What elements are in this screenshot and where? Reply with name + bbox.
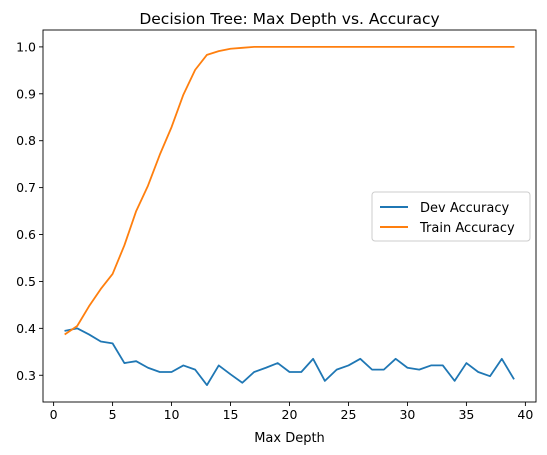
y-tick-label: 0.9 <box>16 86 36 101</box>
x-tick-label: 25 <box>341 407 357 422</box>
x-axis-label: Max Depth <box>254 431 325 446</box>
axis-ticks: 0 5 10 15 20 25 30 35 40 0.3 0.4 0.5 0.6 0.7 0.8 0.9 1.0 <box>16 39 533 422</box>
x-tick-label: 35 <box>458 407 474 422</box>
x-tick-label: 10 <box>164 407 180 422</box>
x-tick-label: 40 <box>517 407 533 422</box>
y-tick-label: 0.7 <box>16 180 36 195</box>
y-tick-label: 0.5 <box>16 274 36 289</box>
train-accuracy-line <box>64 45 515 336</box>
x-tick-label: 15 <box>223 407 239 422</box>
legend-box <box>371 191 531 242</box>
legend-label-train: Train Accuracy <box>419 221 515 236</box>
x-tick-label: 30 <box>399 407 415 422</box>
plot-frame <box>42 29 537 403</box>
legend-label-dev: Dev Accuracy <box>420 201 509 216</box>
y-tick-label: 1.0 <box>16 39 36 54</box>
x-tick-label: 20 <box>282 407 298 422</box>
series-lines <box>64 45 515 387</box>
chart-title: Decision Tree: Max Depth vs. Accuracy <box>139 10 439 28</box>
legend: Dev Accuracy Train Accuracy <box>371 191 531 242</box>
y-tick-label: 0.6 <box>16 227 36 242</box>
x-tick-label: 0 <box>50 407 58 422</box>
y-tick-label: 0.8 <box>16 133 36 148</box>
y-tick-label: 0.3 <box>16 368 36 383</box>
x-tick-label: 5 <box>109 407 117 422</box>
y-tick-label: 0.4 <box>16 321 36 336</box>
dev-accuracy-line <box>64 327 515 387</box>
